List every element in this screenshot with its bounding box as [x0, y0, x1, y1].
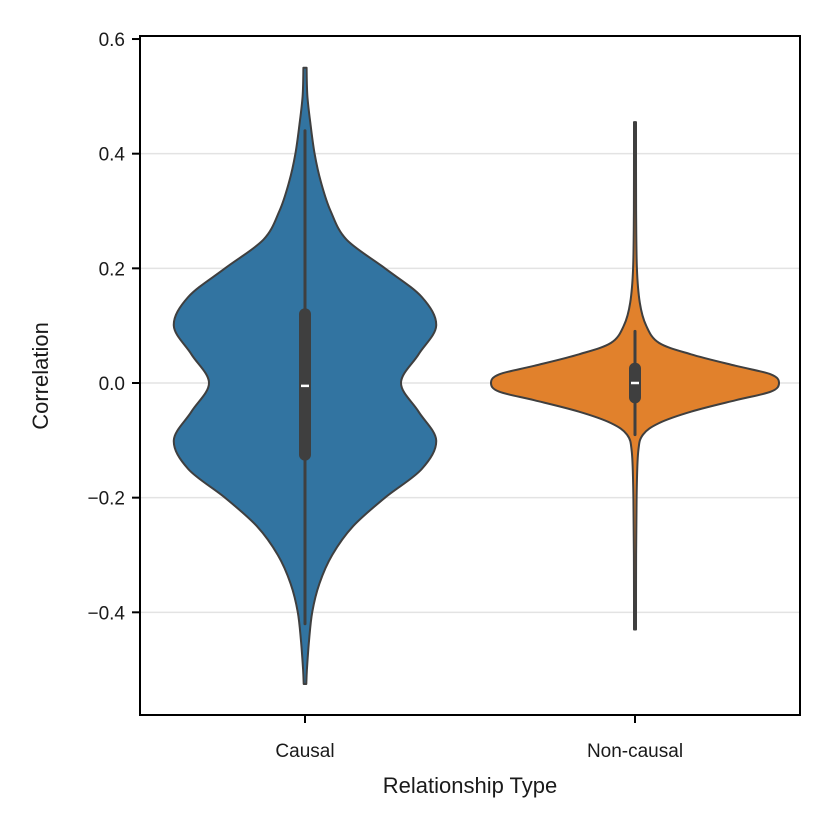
x-tick-label: Non-causal: [587, 741, 683, 762]
y-tick-label: 0.2: [99, 259, 125, 280]
x-axis-ticks: Causal Non-causal: [275, 715, 683, 762]
y-tick-label: 0.4: [99, 145, 126, 166]
y-tick-label: −0.2: [87, 489, 125, 510]
y-tick-label: 0.6: [99, 30, 125, 51]
x-axis-label: Relationship Type: [383, 773, 558, 798]
box-layer: [299, 129, 641, 626]
violin-layer: [172, 66, 780, 685]
y-axis-ticks: 0.6 0.4 0.2 0.0 −0.2 −0.4: [87, 30, 140, 624]
x-tick-label: Causal: [275, 741, 334, 762]
y-axis-label: Correlation: [28, 322, 53, 430]
y-tick-label: −0.4: [87, 603, 125, 624]
y-tick-label: 0.0: [99, 374, 125, 395]
plot-frame: [139, 35, 801, 716]
